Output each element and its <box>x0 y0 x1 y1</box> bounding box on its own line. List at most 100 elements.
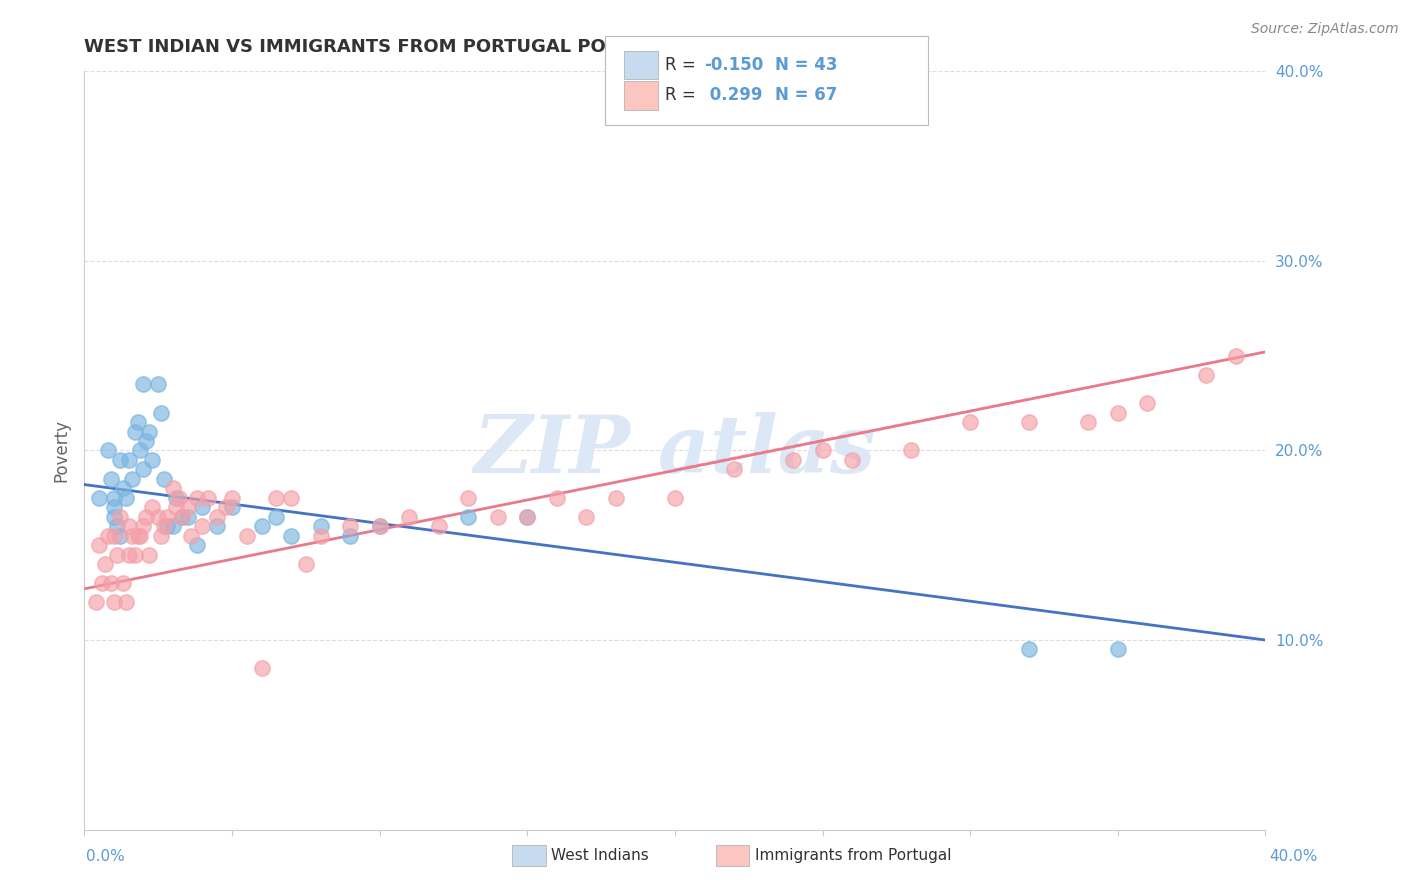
Text: R =: R = <box>665 56 702 74</box>
Point <box>177 500 200 515</box>
Point <box>782 453 804 467</box>
Point <box>103 500 125 515</box>
Point <box>266 509 288 524</box>
Point <box>207 519 229 533</box>
Point <box>162 519 184 533</box>
Point <box>100 576 122 591</box>
Text: West Indians: West Indians <box>551 848 650 863</box>
Point <box>132 377 155 392</box>
Point <box>309 529 332 543</box>
Point <box>280 529 302 543</box>
Point <box>118 453 141 467</box>
Text: Source: ZipAtlas.com: Source: ZipAtlas.com <box>1251 22 1399 37</box>
Point <box>1018 642 1040 657</box>
Point <box>250 661 273 675</box>
Point <box>1077 415 1099 429</box>
Point <box>280 491 302 505</box>
Point <box>486 509 509 524</box>
Point <box>97 529 120 543</box>
Point <box>605 491 627 505</box>
Point <box>118 548 141 562</box>
Point <box>103 491 125 505</box>
Point <box>516 509 538 524</box>
Point <box>215 500 238 515</box>
Text: Immigrants from Portugal: Immigrants from Portugal <box>755 848 952 863</box>
Point <box>87 538 111 552</box>
Point <box>221 491 243 505</box>
Point <box>162 482 184 496</box>
Point <box>339 529 361 543</box>
Point <box>127 529 149 543</box>
Point <box>103 595 125 609</box>
Point <box>132 462 155 476</box>
Point <box>91 576 114 591</box>
Point <box>87 491 111 505</box>
Point <box>221 500 243 515</box>
Point <box>457 509 479 524</box>
Point <box>135 434 157 448</box>
Text: ZIP atlas: ZIP atlas <box>474 412 876 489</box>
Point <box>236 529 259 543</box>
Point <box>368 519 391 533</box>
Point <box>111 482 134 496</box>
Point <box>191 519 214 533</box>
Point <box>111 576 134 591</box>
Point <box>339 519 361 533</box>
Point <box>1018 415 1040 429</box>
Point <box>197 491 219 505</box>
Point <box>153 472 176 486</box>
Point <box>723 462 745 476</box>
Point <box>148 509 170 524</box>
Point <box>103 529 125 543</box>
Point <box>167 491 190 505</box>
Point <box>207 509 229 524</box>
Point <box>170 509 193 524</box>
Point <box>664 491 686 505</box>
Point <box>135 509 157 524</box>
Point <box>368 519 391 533</box>
Point <box>516 509 538 524</box>
Point <box>118 519 141 533</box>
Point <box>150 529 173 543</box>
Point <box>398 509 420 524</box>
Point <box>811 443 834 458</box>
Point <box>97 443 120 458</box>
Point <box>427 519 450 533</box>
Point <box>959 415 981 429</box>
Point <box>105 548 128 562</box>
Point <box>150 406 173 420</box>
Point <box>138 548 160 562</box>
Point <box>841 453 863 467</box>
Point <box>309 519 332 533</box>
Point <box>457 491 479 505</box>
Point <box>186 538 208 552</box>
Point <box>180 529 202 543</box>
Point <box>295 557 318 572</box>
Text: N = 67: N = 67 <box>775 87 837 104</box>
Point <box>1225 349 1247 363</box>
Text: 0.0%: 0.0% <box>86 849 125 863</box>
Point <box>153 519 176 533</box>
Point <box>191 500 214 515</box>
Point <box>156 519 179 533</box>
Point <box>100 472 122 486</box>
Point <box>132 519 155 533</box>
Point <box>129 529 152 543</box>
Point <box>124 425 146 439</box>
Point <box>141 453 163 467</box>
Point <box>1107 406 1129 420</box>
Point <box>105 519 128 533</box>
Point <box>94 557 117 572</box>
Point <box>1107 642 1129 657</box>
Text: N = 43: N = 43 <box>775 56 837 74</box>
Point <box>156 509 179 524</box>
Point <box>129 443 152 458</box>
Point <box>108 509 131 524</box>
Text: 0.299: 0.299 <box>704 87 763 104</box>
Point <box>1136 396 1159 410</box>
Point <box>114 491 136 505</box>
Point <box>170 509 193 524</box>
Point <box>124 548 146 562</box>
Text: -0.150: -0.150 <box>704 56 763 74</box>
Point <box>121 529 143 543</box>
